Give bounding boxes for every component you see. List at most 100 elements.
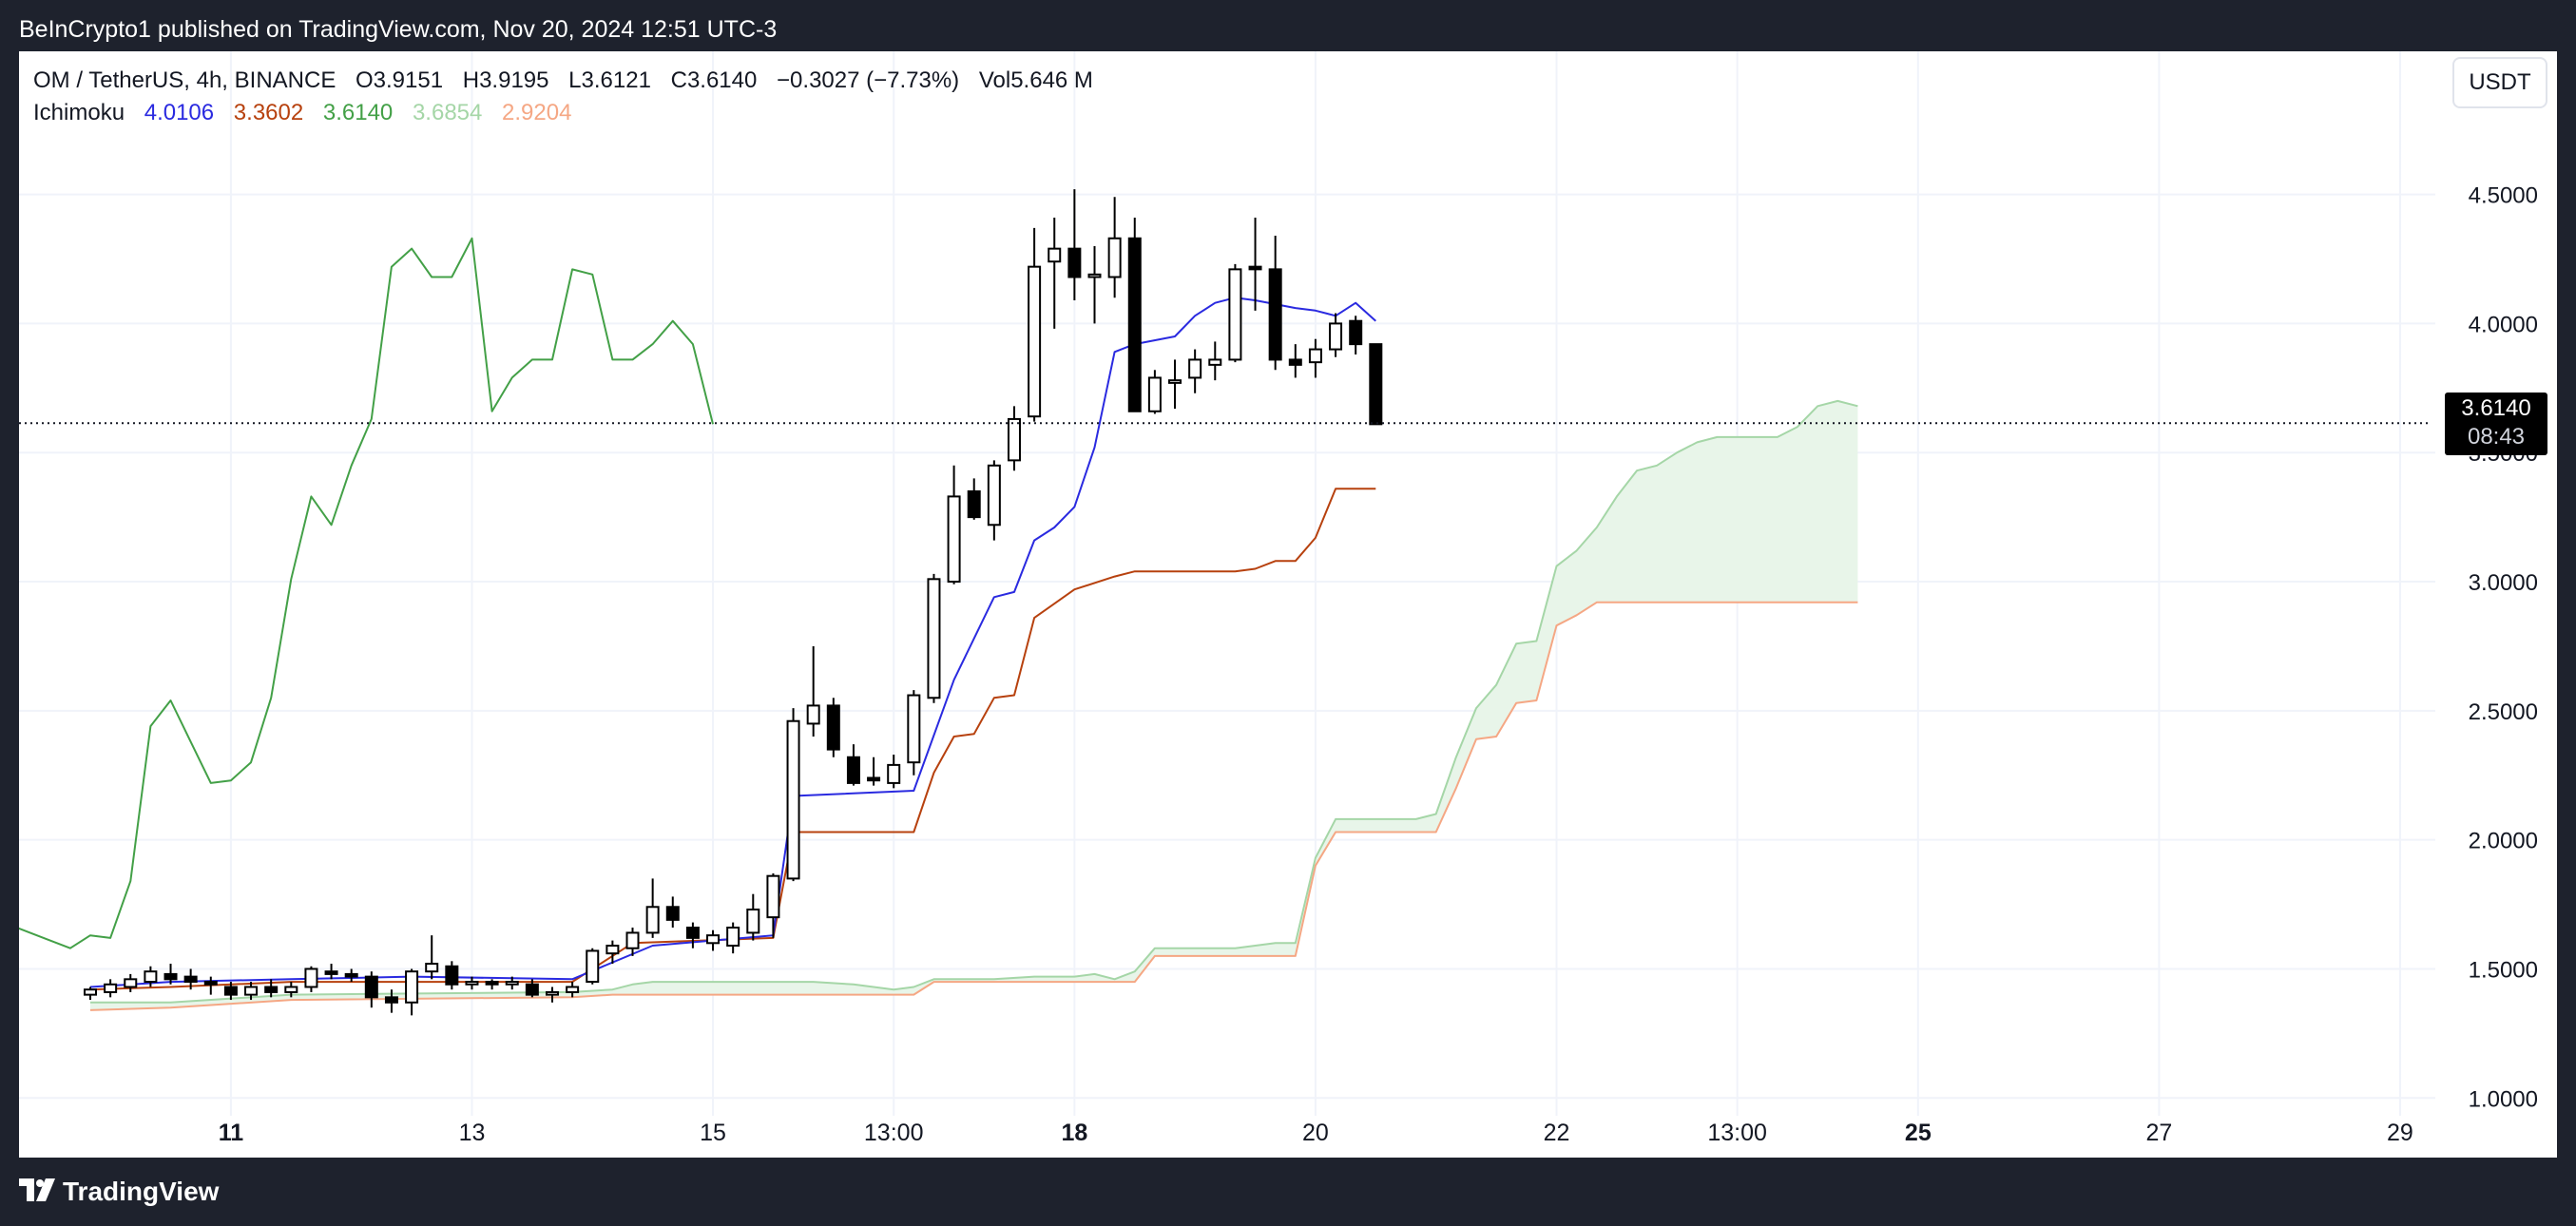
change-value: −0.3027 (−7.73%) xyxy=(777,67,960,93)
time-tick-label: 13:00 xyxy=(864,1120,924,1146)
time-axis[interactable]: 11 13 15 13:00 18 20 22 13:00 25 27 29 xyxy=(219,1120,2413,1146)
price-chart[interactable]: 4.50004.00003.50003.00002.50002.00001.50… xyxy=(19,51,2557,1158)
symbol-legend-row[interactable]: OM / TetherUS, 4h, BINANCE O3.9151 H3.91… xyxy=(33,65,1093,97)
candle-body xyxy=(826,704,840,751)
symbol-label[interactable]: OM / TetherUS, 4h, BINANCE xyxy=(33,67,336,93)
candle-body xyxy=(867,776,881,782)
candle-body xyxy=(1168,379,1182,384)
candle-body xyxy=(586,949,600,984)
time-tick-label: 20 xyxy=(1302,1120,1329,1146)
currency-button[interactable]: USDT xyxy=(2452,57,2547,108)
candle xyxy=(1248,218,1262,311)
candle xyxy=(445,961,459,990)
candle-body xyxy=(1329,322,1343,351)
low-value: L3.6121 xyxy=(568,67,651,93)
candle-body xyxy=(766,874,780,919)
lead-a-value: 3.6854 xyxy=(412,100,483,125)
candle xyxy=(545,987,559,1003)
candle-body xyxy=(846,756,860,784)
candle xyxy=(1188,349,1202,393)
candle xyxy=(1007,406,1021,471)
cloud-fill xyxy=(90,400,1858,1010)
candle-body xyxy=(1208,358,1222,366)
volume-value: Vol5.646 M xyxy=(978,67,1093,93)
time-tick-label: 27 xyxy=(2145,1120,2172,1146)
candle-body xyxy=(344,972,358,978)
candle xyxy=(907,690,921,776)
candle-body xyxy=(545,990,559,996)
candle-body xyxy=(264,986,279,993)
candle xyxy=(867,757,881,786)
candle xyxy=(364,971,378,1008)
candle-body xyxy=(1028,265,1042,418)
candle-body xyxy=(1087,273,1102,278)
candle xyxy=(1208,341,1222,381)
candle xyxy=(645,878,660,938)
candle xyxy=(1067,189,1082,300)
candle-body xyxy=(364,975,378,999)
candle-body xyxy=(606,945,620,955)
candle-body xyxy=(1288,358,1302,366)
candle xyxy=(766,872,780,938)
candle xyxy=(1147,370,1162,414)
candle-body xyxy=(685,927,700,939)
candle-body xyxy=(183,975,198,984)
candle xyxy=(1268,236,1282,371)
candle-body xyxy=(485,981,499,986)
price-tick-label: 1.0000 xyxy=(2469,1086,2538,1112)
footer: TradingView xyxy=(0,1158,2576,1226)
candle xyxy=(1349,316,1363,355)
indicator-legend-row[interactable]: Ichimoku 4.0106 3.3602 3.6140 3.6854 2.9… xyxy=(33,97,1093,129)
candle-body xyxy=(144,970,158,984)
price-tick-label: 2.0000 xyxy=(2469,829,2538,854)
candle-body xyxy=(284,986,298,993)
candle-body xyxy=(384,996,398,1004)
published-header: BeInCrypto1 published on TradingView.com… xyxy=(0,0,2576,51)
candle xyxy=(746,893,760,941)
candle-body xyxy=(163,972,178,981)
price-axis[interactable]: 4.50004.00003.50003.00002.50002.00001.50… xyxy=(2469,183,2538,1113)
candle xyxy=(264,979,279,998)
candle-body xyxy=(1248,265,1262,271)
candle xyxy=(344,968,358,983)
candle xyxy=(987,460,1001,541)
tradingview-logo-icon[interactable] xyxy=(19,1178,57,1205)
candle xyxy=(84,987,97,1001)
candle xyxy=(665,896,680,929)
candle-body xyxy=(987,464,1001,527)
candle xyxy=(786,708,800,882)
candle xyxy=(485,979,499,990)
chart-panel[interactable]: 4.50004.00003.50003.00002.50002.00001.50… xyxy=(19,51,2557,1158)
candle-body xyxy=(625,931,640,949)
indicator-name[interactable]: Ichimoku xyxy=(33,100,125,125)
candle-body xyxy=(84,988,97,996)
candle-body xyxy=(1007,417,1021,462)
lagging-span-line xyxy=(19,237,714,949)
candle-body xyxy=(324,970,338,975)
price-tick-label: 4.0000 xyxy=(2469,312,2538,337)
candle xyxy=(124,973,138,992)
candle-body xyxy=(445,965,459,986)
candle-body xyxy=(1107,237,1122,278)
base-value: 3.3602 xyxy=(233,100,304,125)
candle xyxy=(726,922,740,954)
candle xyxy=(1107,197,1122,298)
candle-body xyxy=(304,967,318,988)
candle-body xyxy=(104,983,118,993)
candle-body xyxy=(1228,268,1242,361)
candle-body xyxy=(1147,376,1162,412)
candle xyxy=(1308,338,1322,378)
time-tick-label: 11 xyxy=(219,1120,244,1146)
candle-body xyxy=(746,908,760,934)
candle xyxy=(1127,218,1142,412)
candle-body xyxy=(1067,247,1082,278)
candle-body xyxy=(124,978,138,988)
candle xyxy=(806,645,820,738)
candle-body xyxy=(1308,348,1322,364)
candle xyxy=(144,966,158,987)
candle xyxy=(405,968,419,1016)
candle xyxy=(203,976,218,995)
candle-body xyxy=(425,963,439,973)
tradingview-brand[interactable]: TradingView xyxy=(63,1177,220,1206)
price-tick-label: 3.0000 xyxy=(2469,570,2538,596)
